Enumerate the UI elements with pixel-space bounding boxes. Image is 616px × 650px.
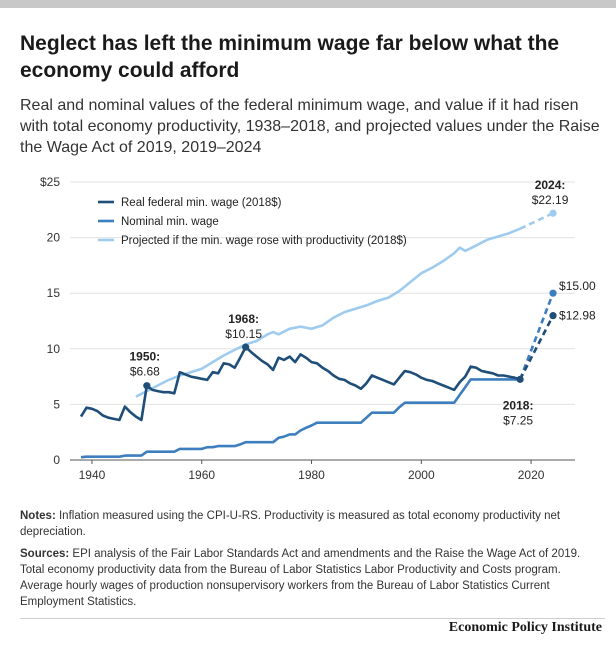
annotation-year: 2018: [503, 398, 534, 412]
y-tick-label: 10 [47, 342, 61, 356]
x-tick-label: 2000 [408, 468, 435, 482]
series-line-real [79, 345, 521, 422]
notes-label: Notes: [20, 510, 56, 522]
gridlines [70, 181, 575, 461]
legend: Real federal min. wage (2018$) Nominal mi… [98, 197, 407, 247]
y-tick-label: 0 [53, 453, 60, 467]
x-tick-label: 1940 [79, 468, 106, 482]
highlight-point [242, 343, 250, 351]
axes: 0 5 10 15 20 $25 1940 1960 1980 2000 2020 [40, 175, 545, 482]
series-line-nominal [80, 378, 521, 459]
annotation-year: 2024: [535, 178, 566, 192]
sources-text: EPI analysis of the Fair Labor Standards… [20, 548, 581, 608]
x-tick-label: 1960 [188, 468, 215, 482]
annotation-value: $10.15 [225, 327, 262, 341]
highlight-point [143, 382, 151, 390]
projected-line-nominal [518, 292, 555, 380]
annotation-value: $12.98 [559, 309, 596, 323]
publisher-logo: Economic Policy Institute [448, 620, 602, 635]
projected-line-productivity [519, 212, 554, 230]
annotation-value: $6.68 [130, 365, 160, 379]
chart-subtitle: Real and nominal values of the federal m… [20, 97, 600, 156]
chart-title: Neglect has left the minimum wage far be… [20, 32, 560, 82]
sources-label: Sources: [20, 548, 70, 560]
endpoint-real [549, 312, 557, 320]
x-tick-label: 1980 [298, 468, 325, 482]
projected-line-real [518, 315, 555, 380]
notes-text: Inflation measured using the CPI-U-RS. P… [20, 510, 561, 538]
annotation-value: $7.25 [503, 413, 533, 427]
y-tick-label: 15 [47, 286, 61, 300]
annotation-year: 1968: [228, 312, 259, 326]
footer-divider [20, 618, 605, 619]
x-tick-label: 2020 [518, 468, 545, 482]
series-line-productivity [135, 227, 521, 398]
y-tick-label: $25 [40, 175, 60, 189]
highlight-point [516, 375, 524, 383]
endpoint-productivity [549, 209, 557, 217]
y-tick-label: 5 [53, 397, 60, 411]
endpoint-nominal [549, 289, 557, 297]
y-tick-label: 20 [47, 231, 61, 245]
sources: Sources: EPI analysis of the Fair Labor … [20, 546, 600, 610]
annotation-value: $15.00 [559, 279, 596, 293]
legend-entry: Real federal min. wage (2018$) [121, 197, 282, 209]
annotation-value: $22.19 [532, 193, 569, 207]
annotation-year: 1950: [129, 350, 160, 364]
line-chart: 0 5 10 15 20 $25 1940 1960 1980 2000 2020 Real fed… [40, 175, 596, 482]
legend-entry: Projected if the min. wage rose with pro… [121, 235, 407, 247]
annotations: 1950:$6.68 1968:$10.15 2018:$7.25 2024:$22.… [129, 178, 596, 427]
series-lines [79, 209, 557, 459]
top-accent-bar [0, 0, 616, 8]
notes: Notes: Inflation measured using the CPI-… [20, 508, 600, 540]
legend-entry: Nominal min. wage [121, 216, 219, 228]
